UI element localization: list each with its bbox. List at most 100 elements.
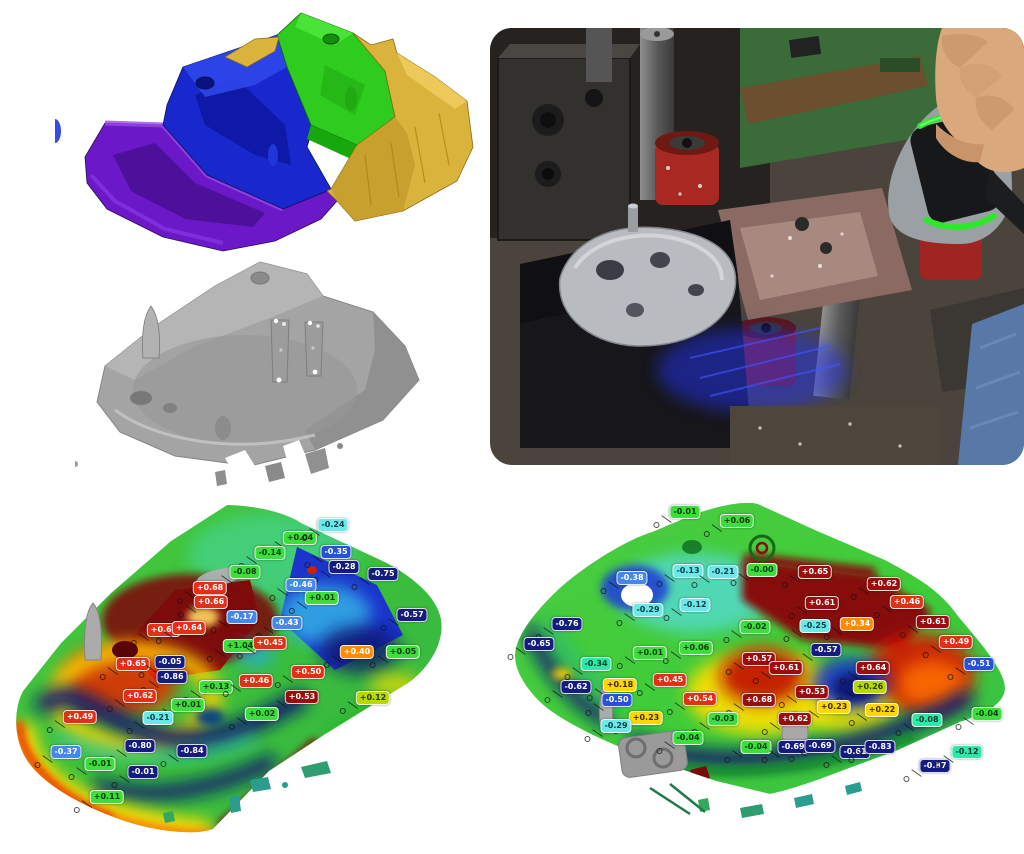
label-leader-dot — [663, 615, 670, 621]
deviation-label: -0.29 — [616, 603, 664, 626]
label-leader-line — [218, 620, 229, 628]
deviation-label: +0.66 — [177, 595, 229, 618]
label-leader-dot — [616, 663, 623, 669]
deviation-map-right: -0.01 +0.06 -0.38 -0.13 -0.21 -0.00 +0.65 -0.29… — [500, 478, 1024, 828]
deviation-label: +0.11 — [73, 790, 125, 813]
label-leader-line — [515, 647, 526, 655]
label-leader-line — [802, 653, 813, 661]
label-leader-line — [881, 605, 893, 613]
label-leader-dot — [778, 702, 785, 708]
label-leader-line — [377, 655, 389, 663]
deviation-label: +0.64 — [155, 621, 207, 644]
deviation-label: -0.46 — [269, 578, 317, 601]
deviation-label: -0.04 — [955, 707, 1003, 730]
label-leader-line — [320, 570, 331, 578]
label-leader-dot — [656, 748, 663, 754]
deviation-label: -0.08 — [895, 713, 943, 736]
label-leader-dot — [236, 653, 243, 659]
label-leader-dot — [544, 697, 551, 703]
deviation-label: +0.05 — [369, 645, 421, 668]
deviation-label: +0.18 — [586, 678, 638, 701]
scan-mesh-model — [72, 250, 475, 490]
label-leader-line — [148, 680, 159, 688]
scanner-photo — [490, 28, 1024, 465]
label-leader-line — [608, 581, 619, 589]
label-leader-dot — [895, 730, 902, 736]
scan-cone-feature — [142, 305, 160, 359]
left-map-labels: +0.04 -0.24 -0.14 -0.35 -0.28 -0.75 -0.08 +0.68… — [5, 485, 475, 850]
label-leader-line — [664, 574, 675, 582]
label-leader-dot — [138, 672, 145, 678]
label-leader-line — [236, 717, 248, 725]
label-leader-line — [282, 675, 294, 683]
label-leader-dot — [899, 632, 906, 638]
hand — [935, 28, 1024, 173]
label-leader-line — [168, 754, 179, 762]
label-leader-dot — [636, 690, 643, 696]
label-leader-line — [831, 627, 843, 635]
cast-part — [558, 203, 737, 347]
deviation-label: -0.57 — [794, 643, 842, 666]
right-map-labels: -0.01 +0.06 -0.38 -0.13 -0.21 -0.00 +0.65 -0.29… — [500, 478, 1024, 828]
deviation-label: +0.01 — [288, 591, 340, 614]
label-leader-line — [738, 573, 749, 581]
label-leader-line — [388, 618, 399, 626]
deviation-label: +0.23 — [800, 700, 852, 723]
label-leader-dot — [160, 761, 167, 767]
label-leader-dot — [155, 638, 162, 644]
label-leader-dot — [68, 774, 75, 780]
deviation-label: -0.01 — [653, 505, 701, 528]
label-leader-dot — [703, 531, 710, 537]
scan-noise-fragments — [72, 440, 343, 486]
deviation-label: -0.51 — [947, 657, 995, 680]
label-leader-line — [81, 800, 93, 808]
deviation-label: -0.14 — [238, 546, 286, 569]
label-leader-line — [796, 606, 808, 614]
right-map-noise — [649, 782, 862, 818]
label-leader-dot — [584, 736, 591, 742]
deviation-label: -0.05 — [138, 655, 186, 678]
deviation-label: -0.21 — [691, 565, 739, 588]
label-leader-dot — [323, 662, 330, 668]
deviation-label: -0.04 — [724, 740, 772, 763]
label-leader-dot — [823, 762, 830, 768]
cad-green-segment — [276, 12, 396, 159]
deviation-label: -0.43 — [255, 616, 303, 639]
label-leader-dot — [783, 636, 790, 642]
label-leader-line — [572, 667, 583, 675]
label-leader-dot — [839, 678, 846, 684]
deviation-label: +0.54 — [666, 692, 718, 715]
label-leader-dot — [222, 691, 229, 697]
deviation-label: +0.68 — [176, 581, 228, 604]
deviation-label: +0.34 — [823, 617, 875, 640]
label-leader-line — [277, 588, 288, 596]
label-leader-dot — [752, 678, 759, 684]
deviation-label: +0.40 — [323, 645, 375, 668]
deviation-label: +0.45 — [636, 673, 688, 696]
deviation-label: +0.02 — [228, 707, 280, 730]
label-leader-line — [733, 703, 745, 711]
label-leader-line — [847, 671, 859, 679]
deviation-label: -0.28 — [312, 560, 360, 583]
deviation-label: +0.06 — [662, 641, 714, 664]
deviation-label: +0.45 — [236, 636, 288, 659]
label-leader-line — [593, 703, 604, 711]
label-leader-dot — [585, 710, 592, 716]
photo-drawing — [490, 28, 1024, 465]
label-leader-dot — [210, 627, 217, 633]
cad-segmented-model — [49, 5, 475, 255]
deviation-label: +0.23 — [612, 711, 664, 734]
deviation-label: -0.21 — [126, 711, 174, 734]
label-leader-dot — [351, 584, 358, 590]
deviation-label: +0.49 — [922, 635, 974, 658]
label-leader-dot — [46, 727, 53, 733]
label-leader-line — [190, 690, 202, 698]
label-leader-line — [903, 723, 914, 731]
deviation-label: +0.46 — [873, 595, 925, 618]
deviation-label: -0.03 — [691, 712, 739, 735]
label-leader-dot — [724, 757, 731, 763]
label-leader-line — [644, 683, 656, 691]
label-leader-dot — [848, 720, 855, 726]
label-leader-dot — [274, 682, 281, 688]
label-leader-line — [733, 662, 745, 670]
